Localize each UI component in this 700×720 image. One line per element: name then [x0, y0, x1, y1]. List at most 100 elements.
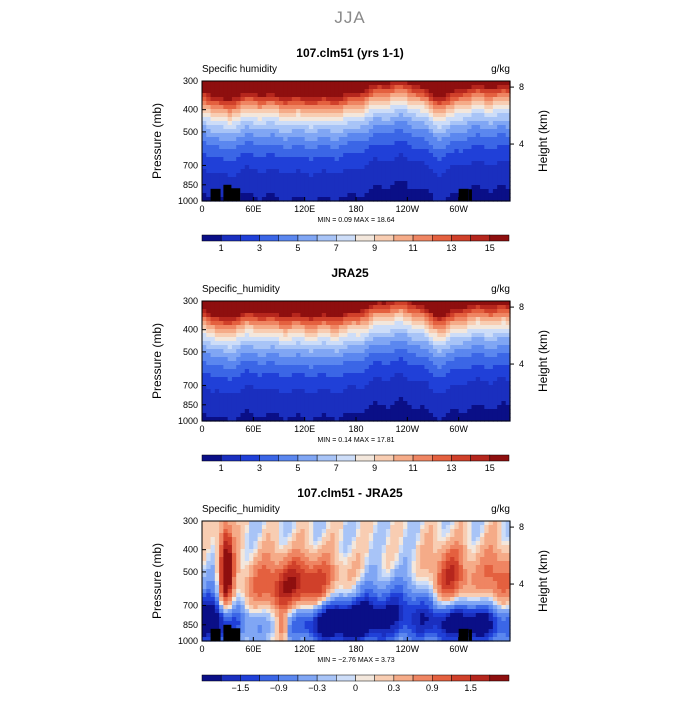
field-cell [450, 317, 455, 322]
field-cell [472, 165, 477, 170]
field-cell [399, 157, 404, 162]
field-cell [322, 377, 327, 382]
field-cell [292, 525, 297, 530]
field-cell [288, 529, 293, 534]
field-cell [300, 401, 305, 406]
colorbar-label: 15 [485, 463, 495, 473]
field-cell [236, 545, 241, 550]
field-cell [322, 329, 327, 334]
field-cell [335, 169, 340, 174]
field-cell [322, 541, 327, 546]
field-cell [241, 537, 246, 542]
field-cell [343, 533, 348, 538]
field-cell [373, 337, 378, 342]
field-cell [211, 357, 216, 362]
field-cell [245, 409, 250, 414]
field-cell [266, 329, 271, 334]
field-cell [270, 393, 275, 398]
field-cell [459, 101, 464, 106]
field-cell [442, 121, 447, 126]
field-cell [403, 313, 408, 318]
field-cell [335, 345, 340, 350]
field-cell [283, 521, 288, 526]
field-cell [339, 301, 344, 306]
field-cell [442, 381, 447, 386]
field-cell [322, 345, 327, 350]
field-cell [296, 185, 301, 190]
field-cell [249, 361, 254, 366]
field-cell [228, 137, 233, 142]
field-cell [275, 533, 280, 538]
field-cell [390, 141, 395, 146]
field-cell [442, 141, 447, 146]
field-cell [318, 137, 323, 142]
field-cell [309, 193, 314, 198]
field-cell [300, 317, 305, 322]
field-cell [382, 393, 387, 398]
field-cell [326, 377, 331, 382]
field-cell [450, 177, 455, 182]
field-cell [352, 353, 357, 358]
field-cell [296, 409, 301, 414]
field-cell [228, 177, 233, 182]
field-cell [360, 129, 365, 134]
field-cell [489, 333, 494, 338]
field-cell [228, 381, 233, 386]
field-cell [339, 145, 344, 150]
field-cell [480, 397, 485, 402]
field-cell [356, 185, 361, 190]
field-cell [339, 313, 344, 318]
field-cell [347, 397, 352, 402]
field-cell [215, 101, 220, 106]
field-cell [253, 389, 258, 394]
field-cell [459, 125, 464, 130]
field-cell [296, 181, 301, 186]
field-cell [330, 397, 335, 402]
field-cell [270, 397, 275, 402]
field-cell [347, 317, 352, 322]
field-cell [245, 165, 250, 170]
field-cell [454, 329, 459, 334]
field-cell [399, 333, 404, 338]
field-cell [369, 521, 374, 526]
field-cell [497, 329, 502, 334]
field-cell [330, 413, 335, 418]
field-cell [459, 89, 464, 94]
field-cell [347, 117, 352, 122]
field-cell [373, 157, 378, 162]
field-cell [292, 369, 297, 374]
field-cell [382, 173, 387, 178]
field-cell [219, 157, 224, 162]
field-cell [330, 93, 335, 98]
field-cell [365, 161, 370, 166]
field-cell [407, 357, 412, 362]
field-cell [386, 189, 391, 194]
field-cell [262, 157, 267, 162]
field-cell [360, 85, 365, 90]
field-cell [373, 129, 378, 134]
field-cell [258, 525, 263, 530]
field-cell [416, 81, 421, 86]
field-cell [437, 373, 442, 378]
field-cell [463, 349, 468, 354]
field-cell [249, 381, 254, 386]
field-cell [497, 133, 502, 138]
field-cell [309, 413, 314, 418]
field-cell [360, 137, 365, 142]
field-cell [433, 317, 438, 322]
field-cell [450, 157, 455, 162]
y2-axis-title: Height (km) [536, 110, 550, 172]
field-cell [480, 385, 485, 390]
field-cell [467, 125, 472, 130]
field-cell [326, 313, 331, 318]
field-cell [446, 369, 451, 374]
field-cell [373, 85, 378, 90]
field-cell [386, 165, 391, 170]
field-cell [420, 173, 425, 178]
field-cell [318, 189, 323, 194]
field-cell [347, 381, 352, 386]
field-cell [493, 385, 498, 390]
field-cell [467, 89, 472, 94]
field-cell [228, 113, 233, 118]
field-cell [476, 301, 481, 306]
